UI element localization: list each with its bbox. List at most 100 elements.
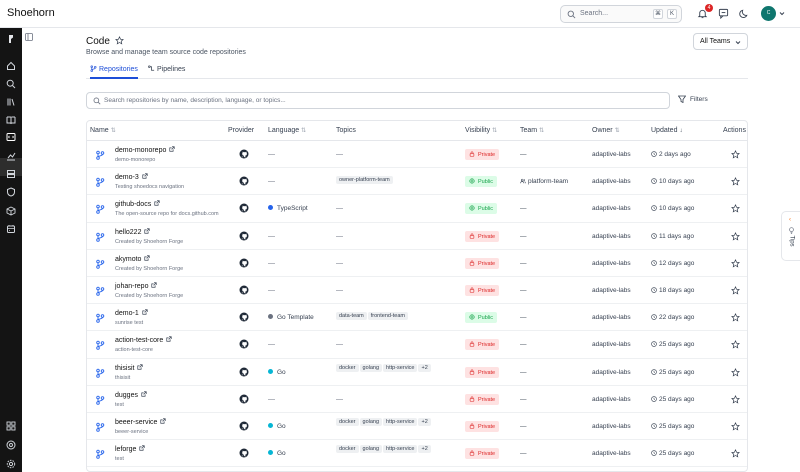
external-link-icon[interactable] [139,445,145,451]
avatar[interactable]: C [761,6,776,21]
star-icon[interactable] [731,286,740,295]
external-link-icon[interactable] [137,364,144,370]
book-icon[interactable] [6,115,16,125]
topic-tag[interactable]: golang [359,445,383,454]
table-row[interactable]: hello222 Created by Shoehorn Forge — — Priva… [87,223,747,250]
table-row[interactable]: beeer-service beeer-service Go docker golang… [87,413,747,441]
shoehorn-logo-icon[interactable] [6,34,16,44]
analytics-icon[interactable] [6,151,16,161]
external-link-icon[interactable] [141,391,147,397]
star-icon[interactable] [731,204,740,213]
tips-panel-toggle[interactable]: ‹ Tips [781,211,800,261]
dark-mode-icon[interactable] [739,8,750,19]
apps-grid-icon[interactable] [6,421,16,431]
search-icon[interactable] [6,79,16,89]
bell-icon[interactable] [697,8,708,19]
topic-tag[interactable]: http-service [383,418,418,426]
table-row[interactable]: johan-repo Created by Shoehorn Forge — — Pri… [87,277,747,305]
shield-icon[interactable] [6,187,16,197]
repository-name-link[interactable]: akymoto [115,255,151,263]
repository-name-link[interactable]: hello222 [115,228,151,236]
external-link-icon[interactable] [144,228,151,234]
star-icon[interactable] [731,150,740,159]
topic-tag[interactable]: docker [336,363,359,372]
repository-name: action-test-core [115,337,164,345]
table-row[interactable]: akymoto Created by Shoehorn Forge — — Privat… [87,250,747,277]
star-icon[interactable] [731,258,740,268]
star-icon[interactable] [731,177,740,186]
external-link-icon[interactable] [154,200,160,206]
topic-tag[interactable]: docker [336,445,359,454]
star-icon[interactable] [731,367,740,377]
topic-tag[interactable]: +2 [418,418,431,426]
external-link-icon[interactable] [142,309,148,315]
external-link-icon[interactable] [142,173,148,179]
table-row[interactable]: dugges test — — Private — adaptive-labs 25 days… [87,386,747,413]
owner-name: adaptive-labs [592,341,631,349]
external-link-icon[interactable] [151,282,158,288]
repository-name-link[interactable]: beeer-service [115,418,167,426]
topic-tag[interactable]: http-service [383,363,418,372]
topic-tag[interactable]: data-team [336,312,367,321]
repository-name-link[interactable]: demo-1 [115,309,148,317]
repository-name-link[interactable]: dugges [115,391,147,399]
table-row[interactable] [87,467,747,471]
repository-name-link[interactable]: demo-3 [115,173,148,181]
global-search[interactable]: Search... ⌘ K [560,5,682,23]
tab-pipelines[interactable]: Pipelines [148,65,185,79]
table-row[interactable]: leforge test Go docker golang http-service +2 P… [87,440,747,468]
feedback-icon[interactable] [718,8,729,19]
table-row[interactable]: demo-1 sunrise test Go Template data-team fr… [87,304,747,332]
star-icon[interactable] [731,394,740,404]
filters-button[interactable]: Filters [677,95,708,104]
table-row[interactable]: demo-3 Testing shoedocs navigation — owner-… [87,168,747,196]
topic-tag[interactable]: owner-platform-team [336,176,393,185]
topic-tag[interactable]: golang [359,363,383,372]
repository-name-link[interactable]: leforge [115,445,145,453]
external-link-icon[interactable] [166,336,172,342]
help-icon[interactable] [6,440,16,450]
table-row[interactable]: demo-monorepo demo-monorepo — — Private — adap… [87,141,747,169]
library-icon[interactable] [6,97,16,107]
star-icon[interactable] [731,449,740,458]
star-icon[interactable] [731,340,740,349]
topic-tag[interactable]: +2 [418,363,431,372]
server-icon[interactable] [6,169,16,179]
home-icon[interactable] [6,61,16,71]
column-visibility-header[interactable]: Visibility ⇅ [465,127,498,134]
settings-icon[interactable] [6,459,16,469]
external-link-icon[interactable] [160,418,167,424]
repository-name-link[interactable]: action-test-core [115,336,172,344]
topic-tag[interactable]: http-service [383,445,418,454]
star-icon[interactable] [731,231,740,241]
repository-name-link[interactable]: johan-repo [115,282,158,290]
repository-name-link[interactable]: demo-monorepo [115,146,175,154]
repository-name-link[interactable]: thisisit [115,364,144,372]
repository-name-link[interactable]: github-docs [115,200,160,208]
table-row[interactable]: action-test-core action-test-core — — Privat… [87,331,747,359]
collapse-sidebar-icon[interactable] [25,33,33,41]
topic-tag[interactable]: golang [359,418,383,426]
table-row[interactable]: thisisit thisisit Go docker golang http-servi… [87,359,747,386]
star-icon[interactable] [731,313,740,322]
topic-tag[interactable]: frontend-team [367,312,409,321]
column-name-header[interactable]: Name ⇅ [90,127,116,134]
column-updated-header[interactable]: Updated ↓ [651,127,683,134]
column-team-header[interactable]: Team ⇅ [520,127,545,134]
database-icon[interactable] [6,224,16,234]
column-owner-header[interactable]: Owner ⇅ [592,127,620,134]
repository-search-input[interactable]: Search repositories by name, description… [86,92,670,109]
team-filter-dropdown[interactable]: All Teams [693,33,748,50]
code-icon[interactable] [6,132,16,142]
external-link-icon[interactable] [144,255,151,261]
star-icon[interactable] [731,422,740,431]
tab-repositories[interactable]: Repositories [90,65,138,79]
chevron-down-icon[interactable] [779,11,785,16]
external-link-icon[interactable] [169,146,175,152]
topic-tag[interactable]: docker [336,418,359,426]
topic-tag[interactable]: +2 [418,445,431,454]
table-row[interactable]: github-docs The open-source repo for docs… [87,195,747,223]
favorite-star-icon[interactable] [115,36,124,45]
package-icon[interactable] [6,206,16,216]
column-language-header[interactable]: Language ⇅ [268,127,307,134]
